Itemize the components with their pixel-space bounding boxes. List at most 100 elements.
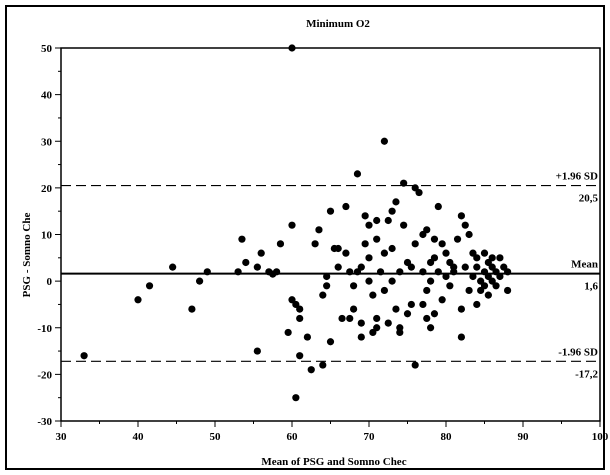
data-point: [365, 254, 373, 262]
data-point: [438, 240, 446, 248]
data-point: [403, 310, 412, 318]
data-point: [442, 272, 450, 281]
data-point: [196, 277, 204, 285]
data-point: [384, 319, 392, 327]
data-point: [496, 254, 504, 262]
data-point: [461, 221, 469, 229]
data-point: [80, 352, 88, 360]
x-tick-label: 40: [133, 431, 145, 443]
data-point: [411, 240, 419, 248]
data-point: [145, 282, 154, 290]
y-axis-label: PSG - Somno Che: [21, 213, 33, 298]
data-point: [303, 333, 311, 341]
data-point: [257, 249, 265, 257]
data-point: [488, 254, 496, 262]
axes: 30 40 50 60 70 80 90 100 -30 -20 -10 0 10 20 30 40 50: [37, 43, 608, 443]
data-point: [415, 188, 423, 197]
y-tick-label: 0: [47, 276, 53, 288]
data-point: [203, 268, 211, 276]
y-tick-label: 40: [41, 90, 53, 102]
data-point: [461, 263, 469, 271]
lower_loa-value-label: -17,2: [575, 368, 598, 380]
y-tick-label: -30: [37, 416, 52, 428]
data-point: [357, 263, 365, 271]
data-point: [473, 263, 481, 271]
data-point: [350, 282, 358, 290]
data-point: [373, 216, 381, 225]
y-tick-label: 30: [41, 136, 53, 148]
data-point: [473, 300, 481, 309]
data-points: [80, 44, 512, 402]
data-point: [396, 324, 404, 332]
data-point: [380, 249, 388, 257]
data-point: [376, 268, 385, 276]
data-point: [346, 314, 354, 323]
figure-border: [5, 5, 605, 470]
data-point: [361, 240, 369, 248]
data-point: [423, 286, 431, 295]
data-point: [480, 249, 489, 257]
data-point: [450, 268, 458, 276]
data-point: [373, 324, 381, 332]
data-point: [369, 291, 377, 299]
data-point: [238, 235, 246, 243]
data-point: [342, 202, 350, 211]
x-tick-label: 80: [441, 431, 453, 443]
data-point: [357, 319, 365, 327]
data-point: [457, 212, 465, 220]
data-point: [296, 314, 304, 323]
data-point: [453, 235, 462, 243]
y-tick-label: 50: [41, 43, 53, 55]
data-point: [346, 268, 354, 276]
chart-title: Minimum O2: [306, 18, 370, 30]
mean-value-label: 1,6: [584, 281, 598, 293]
x-tick-label: 100: [592, 431, 609, 443]
data-point: [442, 249, 450, 257]
data-point: [288, 44, 296, 52]
data-point: [334, 244, 342, 253]
data-point: [296, 352, 304, 360]
data-point: [396, 268, 404, 276]
data-point: [334, 263, 342, 271]
data-point: [400, 179, 408, 187]
data-point: [430, 310, 439, 318]
data-point: [365, 221, 373, 229]
mean-label: Mean: [571, 259, 598, 271]
data-point: [504, 286, 512, 295]
data-point: [384, 216, 392, 225]
data-point: [492, 282, 500, 290]
data-point: [400, 221, 408, 229]
data-point: [323, 272, 331, 281]
data-point: [342, 249, 350, 257]
data-point: [326, 207, 335, 215]
data-point: [276, 240, 285, 248]
data-point: [319, 291, 327, 299]
x-tick-label: 50: [210, 431, 222, 443]
data-point: [380, 286, 388, 295]
data-point: [188, 305, 196, 313]
data-point: [326, 338, 335, 346]
upper_loa-label: +1.96 SD: [556, 171, 598, 183]
data-point: [292, 394, 300, 402]
data-point: [465, 230, 473, 239]
data-point: [430, 235, 439, 243]
data-point: [427, 277, 435, 285]
data-point: [373, 314, 381, 323]
data-point: [323, 282, 331, 290]
data-point: [504, 268, 512, 276]
data-point: [484, 291, 492, 299]
data-point: [388, 207, 396, 215]
data-point: [430, 254, 439, 262]
data-point: [338, 314, 346, 323]
data-point: [315, 226, 323, 234]
x-tick-label: 60: [287, 431, 299, 443]
data-point: [319, 361, 327, 369]
y-tick-label: 20: [41, 183, 53, 195]
y-tick-label: 10: [41, 230, 53, 242]
data-point: [311, 240, 319, 248]
data-point: [296, 305, 304, 313]
data-point: [419, 268, 427, 276]
data-point: [357, 333, 365, 341]
lower_loa-label: -1.96 SD: [558, 346, 598, 358]
